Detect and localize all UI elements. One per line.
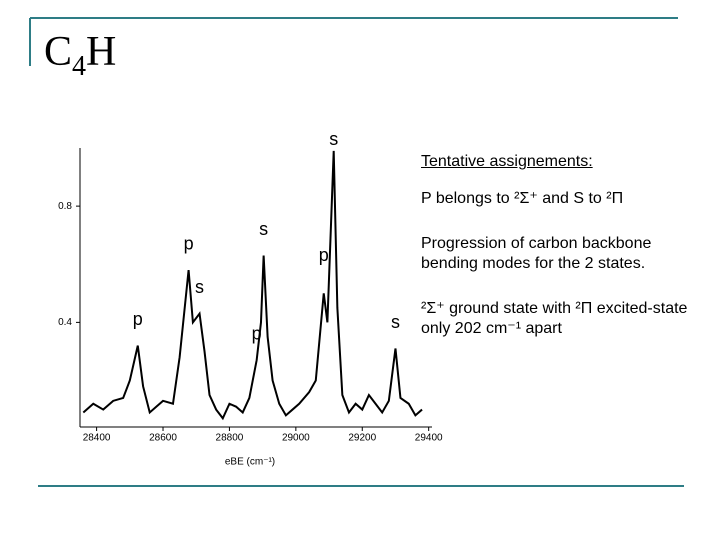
x-tick-label: 28600	[149, 433, 177, 444]
y-tick-label: 0.4	[58, 317, 72, 328]
slide-title: C4H	[44, 28, 116, 83]
title-text: C	[44, 29, 73, 75]
x-tick-label: 29200	[348, 433, 376, 444]
peak-label: s	[329, 129, 338, 149]
note: P belongs to ²Σ⁺ and S to ²Π	[421, 190, 624, 207]
note: ²Σ⁺ ground state with ²Π excited-state o…	[421, 300, 688, 337]
notes: Tentative assignements: P belongs to ²Σ⁺…	[421, 152, 696, 364]
title-subscript: 4	[72, 51, 87, 82]
spectrum-line	[82, 150, 423, 421]
x-tick-label: 29400	[415, 433, 443, 444]
note: Progression of carbon backbone bending m…	[421, 235, 652, 272]
peak-label: p	[252, 323, 262, 343]
peak-label: p	[319, 245, 329, 265]
peak-label: s	[259, 219, 268, 239]
peak-label: s	[195, 277, 204, 297]
x-axis-label: eBE (cm⁻¹)	[225, 457, 275, 468]
x-tick-label: 28400	[83, 433, 111, 444]
note: Tentative assignements:	[421, 153, 593, 170]
x-tick-label: 28800	[216, 433, 244, 444]
peak-label: p	[184, 233, 194, 253]
peak-label: p	[133, 309, 143, 329]
y-tick-label: 0.8	[58, 201, 72, 212]
x-tick-label: 29000	[282, 433, 310, 444]
peak-label: s	[391, 312, 400, 332]
title-text: H	[86, 29, 117, 75]
